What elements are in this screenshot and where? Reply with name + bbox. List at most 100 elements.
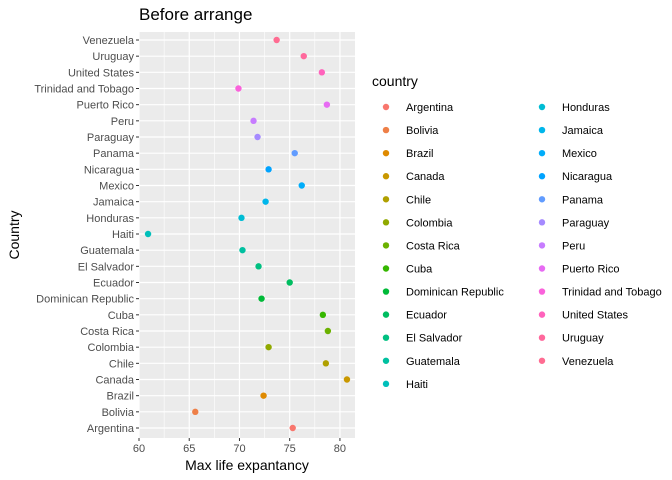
y-tick-label: Ecuador — [93, 278, 134, 290]
legend-label: Trinidad and Tobago — [562, 287, 662, 299]
x-tick-label: 60 — [133, 443, 145, 455]
legend-key — [382, 311, 390, 318]
data-point — [298, 182, 305, 189]
legend-label: Mexico — [562, 148, 597, 160]
data-point — [265, 343, 272, 351]
y-tick-label: Colombia — [88, 342, 135, 354]
legend-label: Panama — [562, 194, 604, 206]
legend-label: Guatemala — [406, 356, 461, 368]
data-point — [286, 279, 293, 286]
x-tick-label: 75 — [284, 443, 296, 455]
y-tick-label: Chile — [109, 358, 134, 370]
legend-key — [382, 357, 390, 364]
data-point — [254, 133, 261, 141]
data-point — [255, 263, 262, 270]
y-tick-label: Honduras — [86, 213, 134, 225]
x-axis-label: Max life expantancy — [185, 457, 309, 473]
legend-key — [538, 357, 546, 364]
y-tick-label: Mexico — [99, 181, 134, 193]
y-tick-label: Nicaragua — [84, 164, 135, 176]
legend-key — [538, 242, 546, 249]
legend-key — [538, 103, 546, 111]
legend-label: Colombia — [406, 217, 453, 229]
y-tick-label: Panama — [93, 148, 135, 160]
y-tick-label: Brazil — [106, 391, 134, 403]
data-point — [239, 246, 246, 254]
data-point — [260, 392, 267, 399]
y-tick-label: Argentina — [87, 423, 135, 435]
x-tick-label: 80 — [334, 443, 346, 455]
x-tick-label: 65 — [183, 443, 195, 455]
y-tick-label: Canada — [95, 375, 134, 387]
x-tick-label: 70 — [233, 443, 245, 455]
y-tick-label: Haiti — [112, 229, 134, 241]
legend-key — [382, 242, 390, 249]
legend-label: Uruguay — [562, 333, 604, 345]
legend-key — [538, 126, 546, 134]
legend-label: Jamaica — [562, 125, 604, 137]
data-point — [144, 230, 152, 238]
y-tick-label: Cuba — [108, 310, 135, 322]
legend-label: Costa Rica — [406, 240, 461, 252]
data-point — [250, 117, 257, 125]
data-point — [318, 69, 326, 76]
data-point — [262, 198, 269, 205]
data-point — [235, 85, 242, 92]
data-point — [273, 36, 280, 44]
y-tick-label: Paraguay — [87, 132, 135, 144]
legend-key — [382, 103, 390, 111]
y-tick-label: Dominican Republic — [36, 294, 134, 306]
legend-label: Puerto Rico — [562, 263, 619, 275]
legend-label: United States — [562, 310, 629, 322]
legend-key — [538, 149, 546, 157]
data-point — [192, 408, 199, 416]
legend-label: Canada — [406, 171, 445, 183]
legend-key — [538, 334, 546, 341]
chart-title: Before arrange — [139, 5, 252, 24]
y-tick-label: Uruguay — [92, 51, 134, 63]
legend-label: Peru — [562, 240, 585, 252]
y-tick-label: Bolivia — [102, 407, 135, 419]
legend-key — [382, 196, 390, 203]
legend-label: Brazil — [406, 148, 434, 160]
y-tick-label: Jamaica — [93, 197, 135, 209]
y-tick-label: Costa Rica — [80, 326, 135, 338]
y-tick-label: Trinidad and Tobago — [34, 84, 134, 96]
legend-key — [382, 265, 390, 272]
legend-key — [382, 334, 390, 341]
legend-label: El Salvador — [406, 333, 463, 345]
legend-key — [538, 311, 546, 318]
legend-key — [382, 149, 390, 157]
data-point — [291, 149, 298, 157]
plot-panel — [139, 32, 355, 438]
grid-lines — [138, 32, 355, 438]
legend-key — [382, 380, 390, 388]
legend-key — [538, 288, 546, 295]
legend-key — [538, 265, 546, 272]
data-points — [144, 36, 351, 432]
y-tick-label: Guatemala — [80, 245, 135, 257]
legend-label: Dominican Republic — [406, 287, 504, 299]
y-tick-labels: Argentina Bolivia Brazil Canada Chile Colombi… — [34, 35, 139, 435]
legend-label: Cuba — [406, 263, 433, 275]
legend-key — [538, 173, 546, 180]
legend-key — [382, 219, 390, 226]
data-point — [343, 376, 351, 383]
legend-key — [538, 196, 546, 203]
legend-label: Nicaragua — [562, 171, 613, 183]
y-tick-label: United States — [68, 67, 135, 79]
y-tick-label: Puerto Rico — [77, 100, 134, 112]
legend-key — [382, 288, 390, 295]
data-point — [322, 360, 330, 367]
data-point — [258, 295, 265, 302]
legend-key — [382, 173, 390, 180]
legend-key — [382, 126, 390, 134]
legend-label: Haiti — [406, 379, 428, 391]
legend-key — [538, 219, 546, 226]
legend-label: Honduras — [562, 102, 610, 114]
legend-label: Ecuador — [406, 310, 447, 322]
legend-label: Chile — [406, 194, 431, 206]
legend-label: Argentina — [406, 102, 454, 114]
legend-label: Bolivia — [406, 125, 439, 137]
x-tick-labels: 60 65 70 75 80 — [133, 438, 346, 455]
